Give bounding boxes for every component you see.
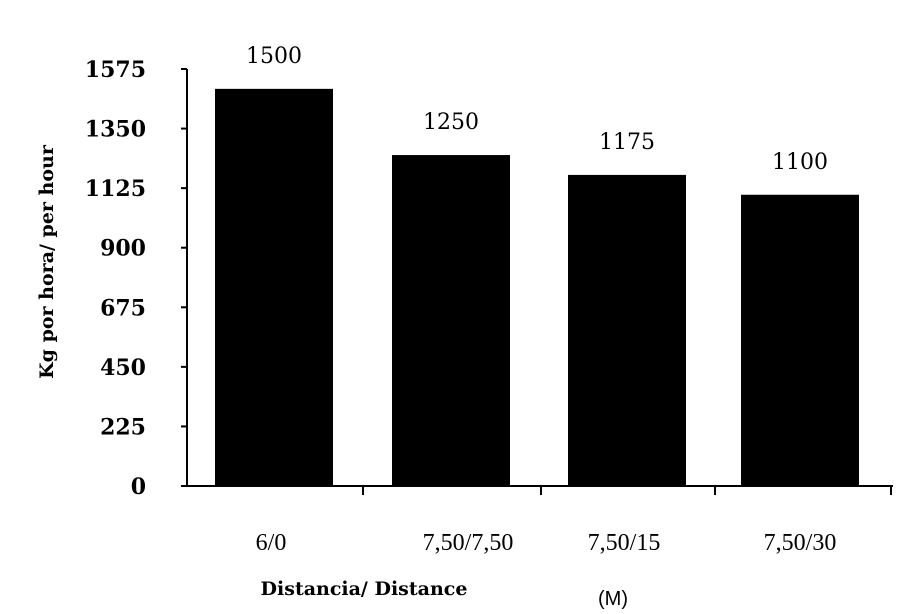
data-labels: 1500 1250 1175 1100 — [246, 44, 828, 175]
y-tick-label: 1125 — [85, 176, 146, 202]
y-tick-label: 1350 — [85, 117, 146, 143]
y-axis: 0 225 450 675 900 1125 1350 1575 — [85, 57, 188, 500]
y-axis-title: Kg por hora/ per hour — [36, 144, 58, 379]
category-labels: 6/0 7,50/7,50 7,50/15 7,50/30 — [256, 530, 837, 556]
x-axis-title: Distancia/ Distance — [261, 578, 468, 600]
bar — [741, 194, 859, 486]
category-label: 7,50/30 — [764, 530, 837, 556]
y-tick-label: 225 — [100, 414, 146, 440]
category-label: 7,50/7,50 — [423, 530, 514, 556]
y-tick-label: 450 — [100, 355, 146, 381]
x-axis-unit: (M) — [598, 588, 628, 610]
bar — [215, 88, 333, 486]
y-tick-label: 675 — [100, 295, 146, 321]
category-label: 7,50/15 — [588, 530, 661, 556]
y-tick-label: 900 — [100, 236, 146, 262]
bars — [215, 88, 859, 487]
y-tick-label: 1575 — [85, 57, 146, 83]
data-label: 1100 — [772, 150, 828, 175]
bar — [392, 155, 510, 487]
bar — [568, 174, 686, 486]
data-label: 1500 — [246, 44, 302, 69]
data-label: 1175 — [599, 130, 655, 155]
x-axis — [187, 485, 893, 495]
y-tick-label: 0 — [131, 474, 146, 500]
category-label: 6/0 — [256, 530, 287, 556]
data-label: 1250 — [423, 110, 479, 135]
